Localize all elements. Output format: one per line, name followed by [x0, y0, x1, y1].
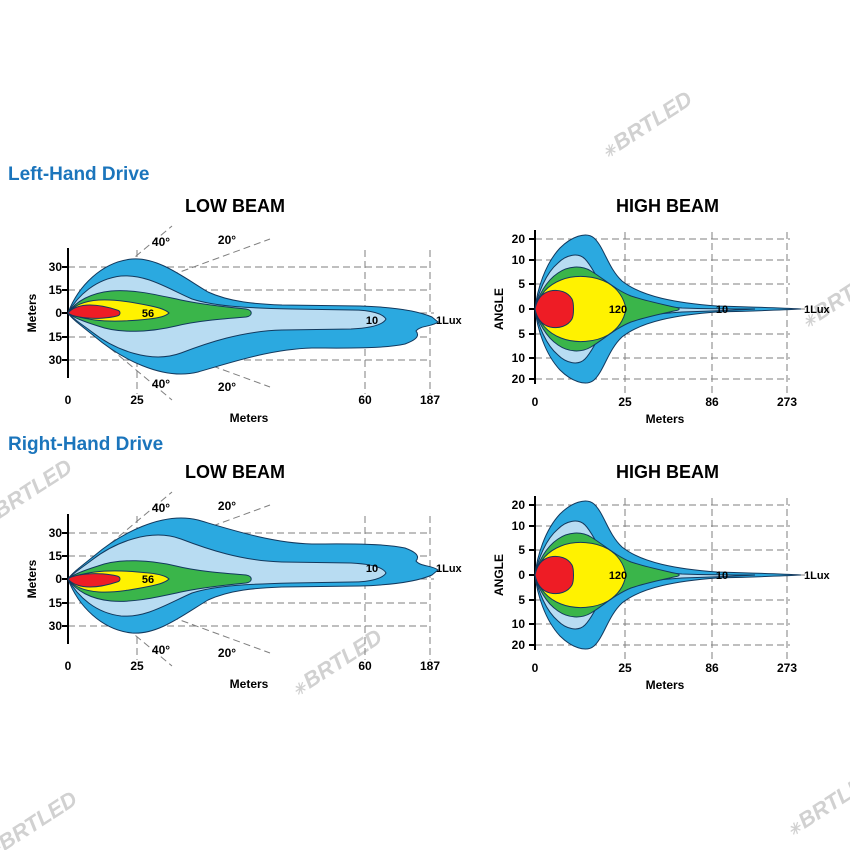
x-tick-label: 25 [618, 661, 632, 675]
y-tick-label: 30 [49, 619, 63, 633]
y-tick-label: 10 [512, 253, 526, 267]
y-tick-label: 15 [49, 549, 63, 563]
low-beam-labels: 30 15 0 15 30 Meters 0 25 60 187 Meters … [25, 499, 463, 691]
angle-label-40-top: 40° [152, 501, 170, 515]
contour-label-10: 10 [366, 315, 378, 327]
x-tick-label: 0 [65, 393, 72, 407]
y-axis-label: ANGLE [492, 554, 506, 596]
brtled-watermark: ✳BRTLED [0, 786, 82, 850]
y-tick-label: 5 [518, 543, 525, 557]
y-tick-label: 30 [49, 526, 63, 540]
contour-label-1lux: 1Lux [436, 563, 463, 575]
x-axis-label: Meters [646, 678, 685, 692]
brtled-watermark: ✳BRTLED [596, 86, 697, 164]
x-tick-label: 0 [532, 661, 539, 675]
contour-label-120: 120 [609, 570, 627, 582]
y-tick-label: 20 [512, 498, 526, 512]
y-tick-label: 0 [518, 302, 525, 316]
y-axis-label: ANGLE [492, 288, 506, 330]
angle-label-40-bottom: 40° [152, 643, 170, 657]
angle-label-20-bottom: 20° [218, 380, 236, 394]
x-axis-label: Meters [230, 411, 269, 425]
angle-label-20-bottom: 20° [218, 646, 236, 660]
x-tick-label: 187 [420, 393, 440, 407]
y-tick-label: 0 [518, 568, 525, 582]
x-tick-label: 273 [777, 661, 797, 675]
y-tick-label: 10 [512, 617, 526, 631]
y-tick-label: 5 [518, 277, 525, 291]
y-tick-label: 0 [55, 306, 62, 320]
low-beam-contours-use [67, 517, 439, 634]
chart-low-beam-rhd: 30 15 0 15 30 Meters 0 25 60 187 Meters … [25, 491, 463, 691]
y-axis-label: Meters [25, 559, 39, 598]
angle-label-40-bottom: 40° [152, 377, 170, 391]
y-tick-label: 20 [512, 372, 526, 386]
angle-label-40-top: 40° [152, 235, 170, 249]
y-tick-label: 30 [49, 260, 63, 274]
y-tick-label: 30 [49, 353, 63, 367]
chart-low-beam-lhd: 30 15 0 15 30 Meters 0 25 60 187 Meters … [25, 225, 463, 425]
x-tick-label: 273 [777, 395, 797, 409]
contour-label-1lux: 1Lux [804, 304, 831, 316]
brtled-watermark-text: BRTLED [0, 785, 82, 850]
high-beam-contours-use [534, 234, 802, 384]
x-tick-label: 60 [358, 393, 372, 407]
low-beam-title-lhd: LOW BEAM [185, 196, 285, 216]
high-beam-contours-use [534, 500, 802, 650]
contour-label-56: 56 [142, 308, 154, 320]
x-tick-label: 0 [65, 659, 72, 673]
low-beam-contours-use [67, 258, 439, 375]
chart-high-beam-rhd: 20 10 5 0 5 10 20 ANGLE 0 25 86 273 Mete… [492, 495, 831, 692]
angle-label-20-top: 20° [218, 499, 236, 513]
y-tick-label: 20 [512, 638, 526, 652]
contour-label-10: 10 [716, 570, 728, 582]
contour-label-10: 10 [716, 304, 728, 316]
contour-label-56: 56 [142, 574, 154, 586]
low-beam-contours-flipped [67, 517, 439, 634]
y-tick-label: 10 [512, 519, 526, 533]
high-beam-title-lhd: HIGH BEAM [616, 196, 719, 216]
y-axis-label: Meters [25, 293, 39, 332]
high-beam-title-rhd: HIGH BEAM [616, 462, 719, 482]
x-tick-label: 86 [705, 395, 719, 409]
y-tick-label: 15 [49, 596, 63, 610]
y-tick-label: 20 [512, 232, 526, 246]
right-hand-drive-heading: Right-Hand Drive [8, 434, 164, 455]
brtled-watermark-text: BRTLED [793, 763, 850, 834]
x-tick-label: 25 [130, 393, 144, 407]
contour-label-120: 120 [609, 304, 627, 316]
contour-label-1lux: 1Lux [436, 315, 463, 327]
brtled-watermark: ✳BRTLED [781, 764, 850, 842]
y-tick-label: 15 [49, 330, 63, 344]
low-beam-labels: 30 15 0 15 30 Meters 0 25 60 187 Meters … [25, 233, 463, 425]
contour-label-1lux: 1Lux [804, 570, 831, 582]
y-tick-label: 5 [518, 593, 525, 607]
x-tick-label: 187 [420, 659, 440, 673]
y-tick-label: 5 [518, 327, 525, 341]
high-beam-labels: 20 10 5 0 5 10 20 ANGLE 0 25 86 273 Mete… [492, 232, 831, 426]
left-hand-drive-heading: Left-Hand Drive [8, 164, 150, 185]
brtled-watermark-text: BRTLED [608, 85, 697, 156]
high-beam-labels: 20 10 5 0 5 10 20 ANGLE 0 25 86 273 Mete… [492, 498, 831, 692]
x-tick-label: 25 [618, 395, 632, 409]
chart-high-beam-lhd: 20 10 5 0 5 10 20 ANGLE 0 25 86 273 Mete… [492, 229, 831, 426]
y-tick-label: 10 [512, 351, 526, 365]
y-tick-label: 15 [49, 283, 63, 297]
x-axis-label: Meters [230, 677, 269, 691]
x-tick-label: 25 [130, 659, 144, 673]
contour-label-10: 10 [366, 563, 378, 575]
y-tick-label: 0 [55, 572, 62, 586]
x-tick-label: 60 [358, 659, 372, 673]
x-axis-label: Meters [646, 412, 685, 426]
angle-label-20-top: 20° [218, 233, 236, 247]
low-beam-title-rhd: LOW BEAM [185, 462, 285, 482]
x-tick-label: 86 [705, 661, 719, 675]
x-tick-label: 0 [532, 395, 539, 409]
